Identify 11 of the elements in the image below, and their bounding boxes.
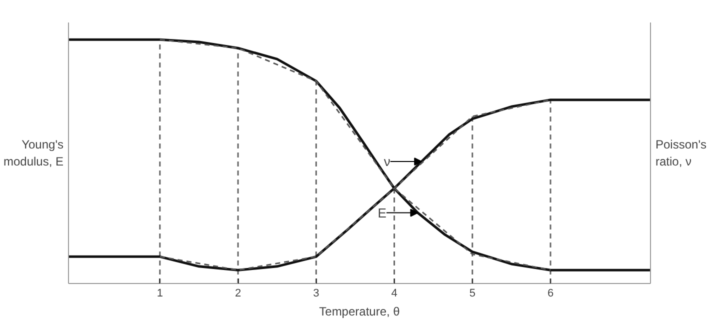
x-tick-label: 1 [156, 288, 163, 300]
x-tick-label: 3 [313, 288, 320, 300]
annotation: ν [384, 154, 390, 170]
x-axis-title: Temperature, θ [319, 304, 400, 318]
x-tick-label: 2 [234, 288, 242, 300]
x-tick-label: 6 [547, 288, 554, 300]
x-tick-label: 4 [391, 288, 398, 300]
y-axis-title: Young's modulus, E [3, 138, 64, 168]
annotation: E [378, 205, 387, 220]
x-tick-label: 5 [469, 288, 476, 300]
y2-axis-title: Poisson's ratio, ν [656, 138, 706, 168]
